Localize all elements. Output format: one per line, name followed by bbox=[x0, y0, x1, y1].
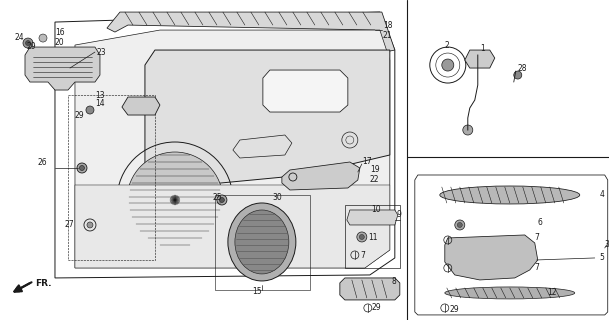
Text: 26: 26 bbox=[38, 158, 48, 167]
Ellipse shape bbox=[440, 186, 580, 204]
Polygon shape bbox=[282, 162, 360, 190]
Circle shape bbox=[26, 41, 30, 45]
Text: 29: 29 bbox=[372, 303, 381, 312]
Text: 11: 11 bbox=[368, 234, 378, 243]
Text: 7: 7 bbox=[360, 252, 365, 260]
Text: 25: 25 bbox=[213, 194, 222, 203]
Text: 30: 30 bbox=[273, 194, 283, 203]
Text: 21: 21 bbox=[383, 30, 392, 40]
Circle shape bbox=[357, 232, 367, 242]
Circle shape bbox=[463, 125, 473, 135]
Text: 5: 5 bbox=[600, 253, 605, 262]
Text: 8: 8 bbox=[392, 277, 396, 286]
Circle shape bbox=[359, 235, 364, 239]
Text: 17: 17 bbox=[362, 157, 371, 166]
Circle shape bbox=[87, 222, 93, 228]
Polygon shape bbox=[122, 97, 160, 115]
Text: 1: 1 bbox=[480, 44, 485, 52]
Ellipse shape bbox=[445, 287, 575, 299]
Polygon shape bbox=[465, 50, 495, 68]
Text: 20: 20 bbox=[55, 37, 65, 46]
Polygon shape bbox=[145, 50, 390, 185]
Polygon shape bbox=[340, 278, 400, 300]
Ellipse shape bbox=[228, 203, 296, 281]
Circle shape bbox=[127, 152, 223, 248]
Ellipse shape bbox=[235, 210, 289, 274]
Polygon shape bbox=[445, 235, 538, 280]
Circle shape bbox=[455, 220, 465, 230]
Polygon shape bbox=[75, 185, 390, 268]
Text: 13: 13 bbox=[95, 91, 105, 100]
Circle shape bbox=[23, 38, 33, 48]
Circle shape bbox=[217, 195, 227, 205]
Text: 12: 12 bbox=[547, 288, 556, 298]
Text: 2: 2 bbox=[445, 41, 449, 50]
Text: 4: 4 bbox=[600, 190, 605, 199]
Text: 29: 29 bbox=[27, 42, 37, 51]
Circle shape bbox=[86, 106, 94, 114]
Circle shape bbox=[77, 163, 87, 173]
Text: 22: 22 bbox=[370, 175, 379, 185]
Polygon shape bbox=[25, 47, 100, 90]
Text: 3: 3 bbox=[605, 240, 609, 250]
Text: 29: 29 bbox=[450, 305, 459, 315]
Text: 9: 9 bbox=[397, 211, 402, 220]
Text: 7: 7 bbox=[535, 263, 540, 272]
Text: 7: 7 bbox=[535, 234, 540, 243]
Text: 24: 24 bbox=[15, 33, 24, 42]
Text: 15: 15 bbox=[252, 287, 262, 296]
Polygon shape bbox=[263, 70, 348, 112]
Circle shape bbox=[442, 59, 454, 71]
Polygon shape bbox=[347, 210, 398, 225]
Text: 27: 27 bbox=[65, 220, 74, 229]
Text: 10: 10 bbox=[371, 205, 381, 214]
Circle shape bbox=[79, 165, 85, 171]
Polygon shape bbox=[107, 12, 395, 52]
Polygon shape bbox=[75, 30, 390, 268]
Text: 29: 29 bbox=[75, 110, 85, 120]
Text: 6: 6 bbox=[538, 219, 543, 228]
Text: FR.: FR. bbox=[35, 279, 52, 288]
Text: 14: 14 bbox=[95, 99, 105, 108]
Text: 18: 18 bbox=[383, 20, 392, 29]
Circle shape bbox=[457, 222, 462, 228]
Text: 28: 28 bbox=[518, 64, 527, 73]
Text: 16: 16 bbox=[55, 28, 65, 36]
Text: 23: 23 bbox=[97, 48, 107, 57]
Circle shape bbox=[219, 197, 224, 203]
Circle shape bbox=[514, 71, 522, 79]
Text: 19: 19 bbox=[370, 165, 379, 174]
Circle shape bbox=[39, 34, 47, 42]
